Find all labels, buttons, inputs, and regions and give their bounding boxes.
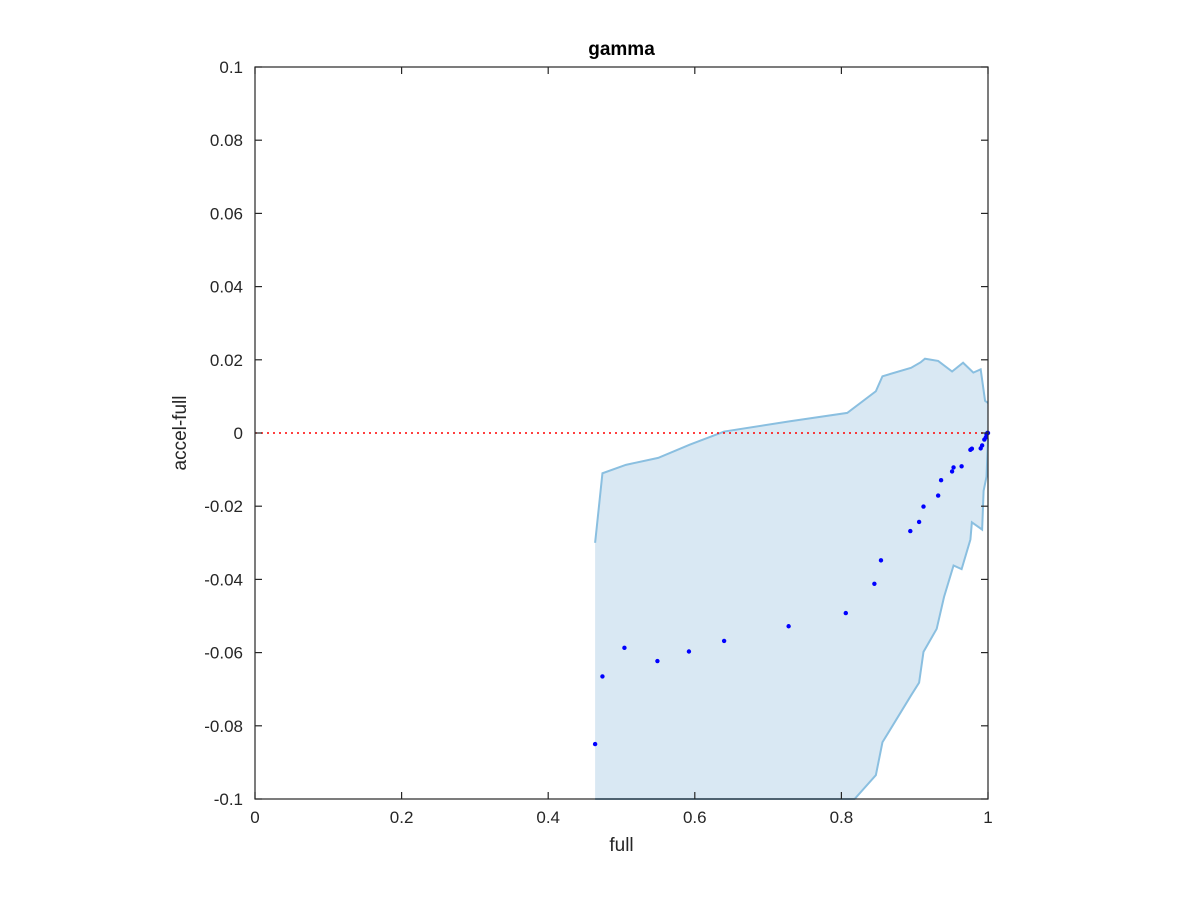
data-point — [921, 504, 926, 509]
y-tick-label: 0.08 — [210, 131, 243, 150]
x-tick-label: 0.8 — [830, 808, 854, 827]
y-tick-label: 0 — [234, 424, 243, 443]
x-tick-label: 0.6 — [683, 808, 707, 827]
data-point — [622, 645, 627, 651]
confidence-band-layer — [594, 357, 989, 800]
data-point — [592, 741, 598, 747]
data-point — [721, 638, 727, 644]
y-tick-label: 0.06 — [210, 204, 243, 223]
x-tick-label: 0 — [250, 808, 259, 827]
data-point — [600, 674, 605, 679]
data-point — [916, 519, 922, 525]
data-point — [655, 658, 660, 664]
band-upper-edge — [594, 357, 989, 543]
y-axis-label: accel-full — [170, 396, 191, 471]
data-point — [786, 624, 791, 629]
y-tick-label: -0.04 — [204, 570, 243, 589]
data-point — [935, 493, 941, 498]
data-point — [951, 465, 956, 470]
data-point — [908, 528, 913, 534]
x-axis-label: full — [609, 835, 633, 856]
data-point — [959, 464, 964, 469]
confidence-band-fill — [595, 358, 988, 799]
data-point — [938, 478, 944, 483]
y-tick-label: 0.02 — [210, 351, 243, 370]
y-tick-label: -0.1 — [214, 790, 243, 809]
chart-title: gamma — [588, 39, 655, 60]
y-tick-label: 0.04 — [210, 278, 243, 297]
data-point — [949, 469, 955, 474]
band-lower-edge — [595, 438, 989, 800]
x-tick-label: 0.2 — [390, 808, 414, 827]
y-tick-label: -0.08 — [204, 717, 243, 736]
data-point — [843, 610, 848, 616]
y-tick-label: 0.1 — [219, 58, 243, 77]
tick-layer: 0 0.2 0.4 0.6 0.8 1 0.1 0.08 0.06 0.04 0.02 0 -0.02 -… — [204, 58, 992, 827]
y-tick-label: -0.06 — [204, 644, 243, 663]
y-tick-label: -0.02 — [204, 497, 243, 516]
x-tick-label: 0.4 — [536, 808, 560, 827]
data-point — [878, 558, 884, 563]
data-point — [686, 649, 692, 654]
x-tick-label: 1 — [983, 808, 992, 827]
data-point — [872, 581, 877, 586]
data-point — [969, 446, 975, 451]
data-point — [979, 443, 985, 448]
